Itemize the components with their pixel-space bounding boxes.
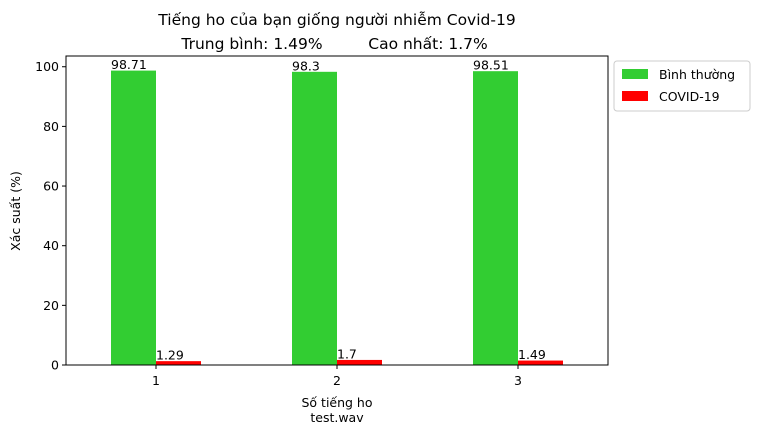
chart-subtitle-average: Trung bình: 1.49% [180,35,322,53]
plot-area [111,70,563,366]
data-label-normal-1: 98.71 [111,57,147,72]
x-axis-label: Số tiếng ho [301,395,372,410]
y-tick-label-100: 100 [35,59,59,74]
y-tick-label-40: 40 [43,238,59,253]
data-label-covid-3: 1.49 [518,347,546,362]
x-tick-label-2: 2 [333,373,341,388]
x-tick-label-3: 3 [514,373,522,388]
y-tick-label-60: 60 [43,179,59,194]
chart-title: Tiếng ho của bạn giống người nhiễm Covid… [157,11,515,29]
y-tick-label-20: 20 [43,298,59,313]
bar-normal-3 [473,71,518,365]
y-axis-label: Xác suất (%) [8,171,23,251]
bar-covid-1 [156,361,201,365]
data-label-normal-3: 98.51 [473,58,509,73]
legend-label-covid: COVID-19 [659,89,720,104]
bar-covid-3 [518,360,563,365]
x-axis-secondary-label: test.wav [310,410,364,425]
bar-normal-2 [292,71,337,365]
x-tick-label-1: 1 [152,373,160,388]
data-label-covid-2: 1.7 [337,346,357,361]
legend-swatch-normal [622,69,648,79]
bar-covid-2 [337,359,382,365]
legend-swatch-covid [622,91,648,101]
chart-subtitle-max: Cao nhất: 1.7% [368,35,487,53]
y-tick-label-80: 80 [43,119,59,134]
data-label-normal-2: 98.3 [292,58,320,73]
bar-normal-1 [111,70,156,366]
legend: Bình thường COVID-19 [613,60,751,112]
data-label-covid-1: 1.29 [156,348,184,363]
y-tick-label-0: 0 [51,358,59,373]
legend-label-normal: Bình thường [659,67,735,82]
